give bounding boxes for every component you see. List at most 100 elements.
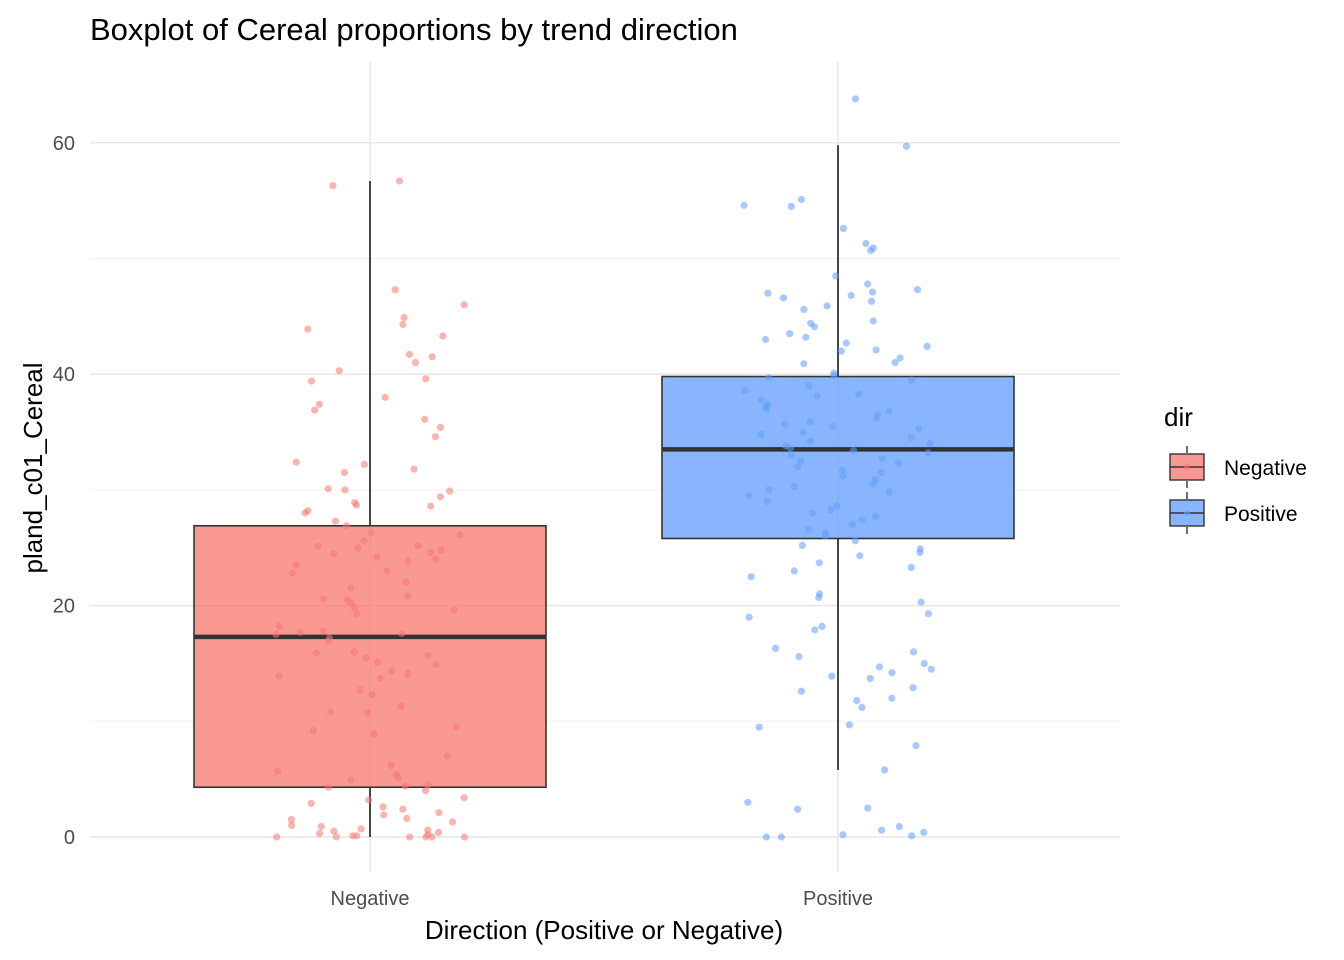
data-point xyxy=(446,487,454,495)
data-point xyxy=(787,202,795,210)
data-point xyxy=(403,814,411,823)
data-point xyxy=(357,825,365,833)
data-point xyxy=(881,766,889,774)
data-point xyxy=(311,406,319,414)
data-point xyxy=(428,833,436,841)
data-point xyxy=(828,672,836,680)
legend-key-point xyxy=(1184,510,1190,516)
data-point xyxy=(862,239,870,248)
data-point xyxy=(272,630,280,639)
data-point xyxy=(360,460,368,468)
data-point xyxy=(815,559,823,567)
data-point xyxy=(923,342,931,350)
data-point xyxy=(878,455,886,463)
data-point xyxy=(332,833,340,841)
data-point xyxy=(431,433,439,441)
data-point xyxy=(740,201,748,209)
data-point xyxy=(891,359,899,367)
data-point xyxy=(319,595,327,603)
data-point xyxy=(450,606,458,614)
data-point xyxy=(383,567,391,575)
data-point xyxy=(878,826,886,834)
data-point xyxy=(410,465,418,473)
data-point xyxy=(460,301,468,309)
data-point xyxy=(315,400,323,408)
data-point xyxy=(373,553,381,561)
data-point xyxy=(832,272,840,280)
data-point xyxy=(329,182,337,190)
data-point xyxy=(815,593,823,602)
data-point xyxy=(432,555,440,563)
data-point xyxy=(845,721,854,729)
box-positive xyxy=(661,375,1015,540)
data-point xyxy=(804,382,813,390)
data-point xyxy=(837,347,846,355)
data-point xyxy=(329,549,338,558)
data-point xyxy=(777,833,786,841)
data-point xyxy=(381,393,389,401)
data-point xyxy=(356,686,364,694)
data-point xyxy=(853,696,861,705)
data-point xyxy=(316,829,324,838)
jitter-points xyxy=(272,95,935,841)
data-point xyxy=(292,458,300,466)
data-point xyxy=(439,332,447,340)
data-point xyxy=(350,648,358,656)
data-point xyxy=(839,466,847,474)
data-point xyxy=(895,823,903,831)
data-point xyxy=(907,563,915,572)
data-point xyxy=(292,561,300,569)
data-point xyxy=(798,541,807,550)
x-axis-ticks: Negative Positive xyxy=(331,888,873,910)
data-point xyxy=(888,694,896,702)
data-point xyxy=(428,353,436,361)
data-point xyxy=(797,457,805,465)
data-point xyxy=(779,294,788,302)
data-point xyxy=(335,367,343,375)
y-axis-ticks: 0 20 40 60 xyxy=(53,133,75,849)
data-point xyxy=(842,339,850,347)
data-point xyxy=(902,142,911,150)
chart-title: Boxplot of Cereal proportions by trend d… xyxy=(90,12,738,47)
data-point xyxy=(915,425,923,433)
data-point xyxy=(427,502,435,510)
x-axis-title: Direction (Positive or Negative) xyxy=(425,915,783,945)
data-point xyxy=(851,95,860,103)
data-point xyxy=(424,651,432,660)
data-point xyxy=(786,444,795,452)
legend-label: Positive xyxy=(1224,503,1298,526)
data-point xyxy=(404,670,412,678)
data-point xyxy=(909,684,917,692)
data-point xyxy=(304,325,312,333)
data-point xyxy=(920,659,928,668)
data-point xyxy=(821,532,830,540)
data-point xyxy=(888,669,896,677)
data-point xyxy=(864,804,872,812)
data-point xyxy=(350,604,359,612)
data-point xyxy=(811,626,819,634)
data-point xyxy=(399,805,407,813)
data-point xyxy=(787,451,795,459)
data-point xyxy=(827,506,835,514)
data-point xyxy=(275,622,283,631)
data-point xyxy=(435,809,443,817)
data-point xyxy=(391,286,399,294)
data-point xyxy=(912,742,920,750)
data-point xyxy=(435,828,443,837)
data-point xyxy=(885,488,893,496)
data-point xyxy=(379,803,387,811)
data-point xyxy=(312,649,320,657)
data-point xyxy=(343,522,351,530)
data-point xyxy=(745,492,753,500)
y-tick-label: 40 xyxy=(53,364,75,386)
data-point xyxy=(443,752,451,760)
data-point xyxy=(790,567,798,575)
data-point xyxy=(422,833,430,841)
data-point xyxy=(456,531,464,539)
data-point xyxy=(288,821,296,830)
data-point xyxy=(916,548,924,557)
data-point xyxy=(908,832,916,840)
data-point xyxy=(460,794,468,802)
data-point xyxy=(762,405,771,413)
data-point xyxy=(818,622,826,631)
